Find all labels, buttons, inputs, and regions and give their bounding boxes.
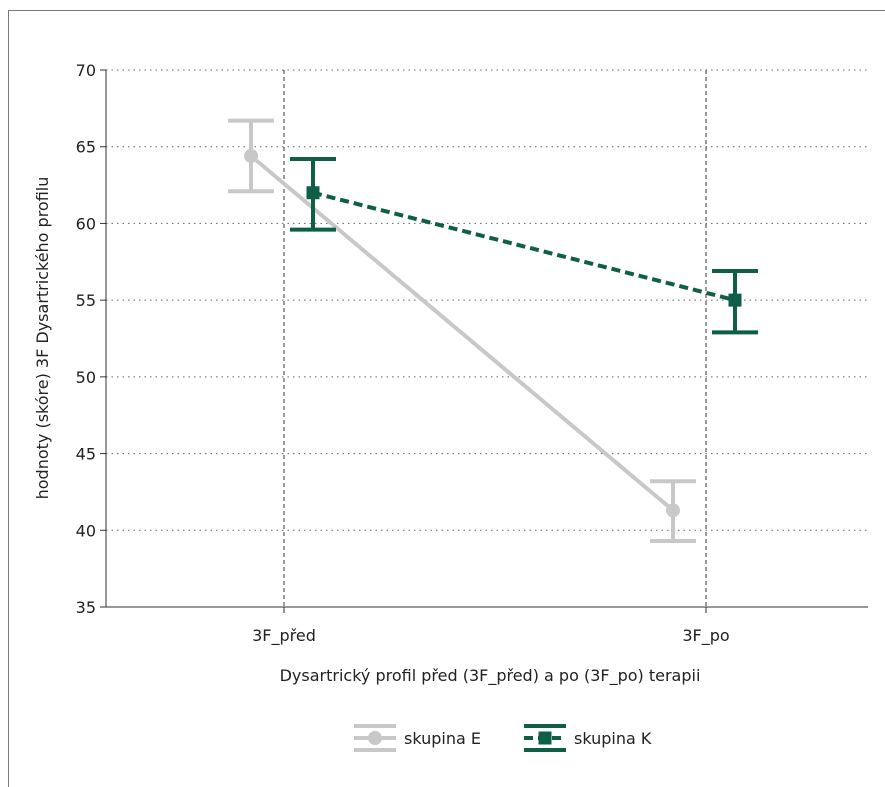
legend-marker-0 [368, 731, 382, 745]
legend-label-0: skupina E [404, 729, 481, 748]
x-tick-labels: 3F_před 3F_po [252, 607, 730, 646]
legend-marker-1 [538, 731, 552, 745]
data-point-0-1 [666, 503, 680, 518]
series-layer [228, 118, 758, 544]
chart-frame [8, 10, 885, 787]
legend: skupina E skupina K [354, 724, 652, 752]
series-0 [228, 118, 696, 544]
x-tick-label-1: 3F_po [682, 626, 729, 646]
legend-label-1: skupina K [574, 729, 652, 748]
series-1 [290, 156, 758, 335]
y-tick-label-45: 45 [76, 445, 96, 464]
y-tick-label-55: 55 [76, 291, 96, 310]
y-tick-label-60: 60 [76, 214, 96, 233]
x-axis-label: Dysartrický profil před (3F_před) a po (… [280, 666, 701, 686]
y-tick-label-35: 35 [76, 598, 96, 617]
y-tick-label-50: 50 [76, 368, 96, 387]
y-tick-labels: 35 40 45 50 55 60 65 70 [76, 61, 106, 617]
grid-layer [106, 69, 868, 607]
series-line-0 [249, 154, 675, 512]
data-point-1-0 [306, 186, 320, 200]
series-line-1 [312, 190, 736, 303]
x-tick-label-0: 3F_před [252, 626, 316, 646]
y-axis-label: hodnoty (skóre) 3F Dysartrického profilu [33, 177, 52, 500]
y-tick-label-65: 65 [76, 138, 96, 157]
legend-item-1: skupina K [524, 724, 652, 752]
data-point-0-0 [244, 148, 258, 163]
axes-layer [105, 70, 868, 608]
y-tick-label-70: 70 [76, 61, 96, 80]
y-tick-label-40: 40 [76, 521, 96, 540]
data-point-1-1 [728, 293, 742, 307]
legend-item-0: skupina E [354, 724, 481, 752]
